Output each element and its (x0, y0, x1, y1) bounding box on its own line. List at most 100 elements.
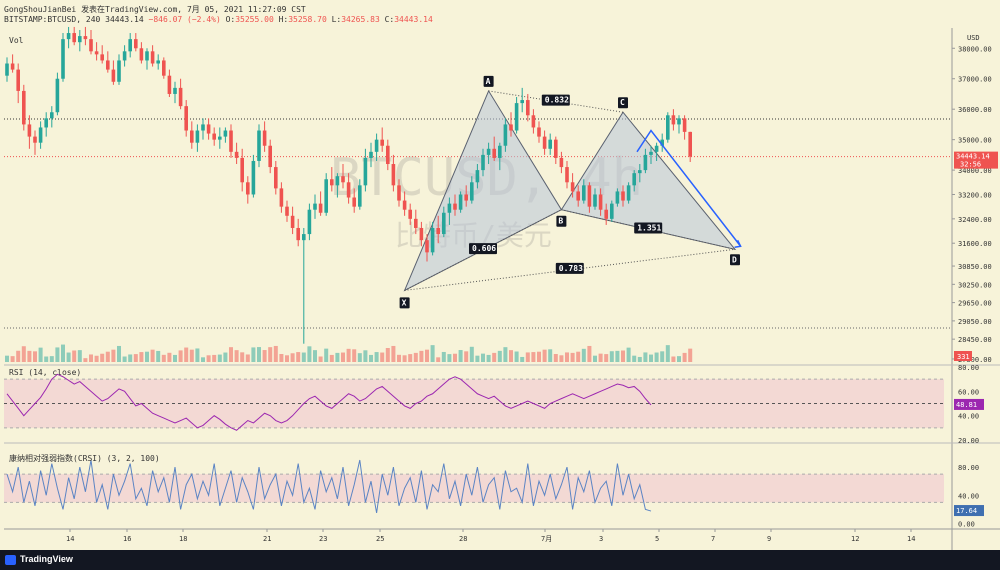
volume-bars (5, 344, 693, 362)
last-price-value: 34443.14 (956, 153, 990, 161)
candle-body (139, 48, 144, 61)
volume-bar (335, 352, 340, 362)
price-axis-bg (952, 28, 1000, 550)
rsi-label: RSI (14, close) (9, 368, 81, 377)
volume-bar (374, 352, 379, 362)
candle-body (626, 185, 631, 201)
volume-bar (89, 354, 93, 362)
price-tick-label: 30250.00 (958, 281, 992, 289)
candle-body (229, 130, 233, 152)
volume-bar (201, 357, 205, 362)
volume-bar (453, 353, 457, 362)
candle-body (610, 203, 614, 219)
volume-bar (150, 349, 155, 362)
candle-body (419, 227, 424, 241)
candle-body (671, 115, 676, 125)
volume-bar (217, 354, 222, 362)
price-tick-label: 29650.00 (958, 300, 992, 308)
volume-bar (77, 350, 82, 362)
time-tick-label: 9 (767, 535, 771, 543)
volume-bar (352, 349, 357, 362)
ratio-xd-label: 0.783 (559, 264, 583, 273)
candle-body (173, 87, 177, 94)
volume-bar (33, 351, 37, 362)
candle-body (369, 151, 373, 158)
candle-body (150, 51, 155, 64)
candle-body (10, 63, 15, 70)
candle-body (145, 51, 149, 61)
time-tick-label: 7月 (541, 535, 552, 543)
candle-body (576, 191, 580, 201)
candle-body (615, 191, 620, 204)
crsi-tick-label: 40.00 (958, 492, 979, 500)
candle-body (195, 130, 200, 143)
volume-bar (16, 350, 21, 362)
candle-body (464, 194, 468, 201)
volume-bar (626, 347, 631, 362)
candle-body (190, 130, 194, 143)
candle-body (302, 234, 306, 241)
candle-body (520, 100, 524, 104)
footer-bar: TradingView (0, 550, 1000, 570)
time-tick-label: 16 (123, 535, 131, 543)
volume-bar (234, 350, 239, 362)
volume-bar (100, 353, 105, 362)
volume-bar (475, 355, 480, 362)
volume-bar (117, 345, 121, 362)
candle-body (268, 145, 272, 168)
volume-bar (195, 348, 200, 362)
volume-bar (184, 347, 189, 362)
volume-bar (441, 351, 446, 362)
candle-body (44, 118, 48, 128)
time-tick-label: 12 (851, 535, 859, 543)
candle-body (638, 170, 642, 174)
volume-bar (357, 353, 362, 362)
volume-bar (503, 347, 508, 362)
volume-bar (21, 346, 26, 362)
candle-body (425, 240, 429, 253)
candle-body (307, 209, 312, 235)
volume-bar (570, 352, 575, 362)
volume-bar (72, 350, 77, 362)
volume-bar (419, 350, 424, 362)
volume-bar (514, 351, 519, 362)
candle-body (324, 179, 328, 213)
ohlc-open: 35255.00 (235, 15, 274, 24)
candle-body (50, 112, 54, 119)
volume-last-badge (954, 351, 972, 361)
candle-body (218, 136, 222, 140)
price-tick-label: 37000.00 (958, 76, 992, 84)
candle-body (290, 215, 295, 228)
pattern-point-a-label: A (486, 77, 491, 86)
candle-body (666, 115, 670, 140)
candle-body (598, 194, 603, 210)
volume-bar (525, 352, 530, 362)
candle-body (201, 124, 205, 131)
projection-arrowhead (734, 239, 742, 248)
price-tick-label: 31600.00 (958, 240, 992, 248)
price-tick-label: 32400.00 (958, 216, 992, 224)
volume-bar (279, 354, 284, 362)
crsi-tick-label: 80.00 (958, 464, 979, 472)
candle-body (5, 63, 9, 76)
candle-body (542, 136, 547, 149)
candle-body (643, 154, 648, 171)
volume-bar (531, 352, 536, 362)
volume-bar (593, 355, 597, 362)
volume-label: Vol (9, 36, 24, 45)
candle-body (313, 203, 317, 210)
candle-body (262, 130, 267, 146)
volume-bar (604, 354, 609, 362)
pattern-point-x-label: X (402, 298, 407, 307)
volume-bar (671, 356, 676, 362)
candle-body (654, 145, 659, 152)
volume-bar (609, 351, 614, 362)
candle-body (688, 131, 692, 157)
volume-bar (268, 347, 273, 362)
pattern-point-a-marker (483, 75, 494, 87)
last-price-badge (954, 151, 998, 169)
volume-bar (492, 352, 497, 362)
candle-body (582, 185, 586, 201)
candle-body (503, 124, 508, 146)
price-chart[interactable]: BTCUSD, 4h比特币/美元USD38000.0037000.0036000… (0, 0, 1000, 550)
